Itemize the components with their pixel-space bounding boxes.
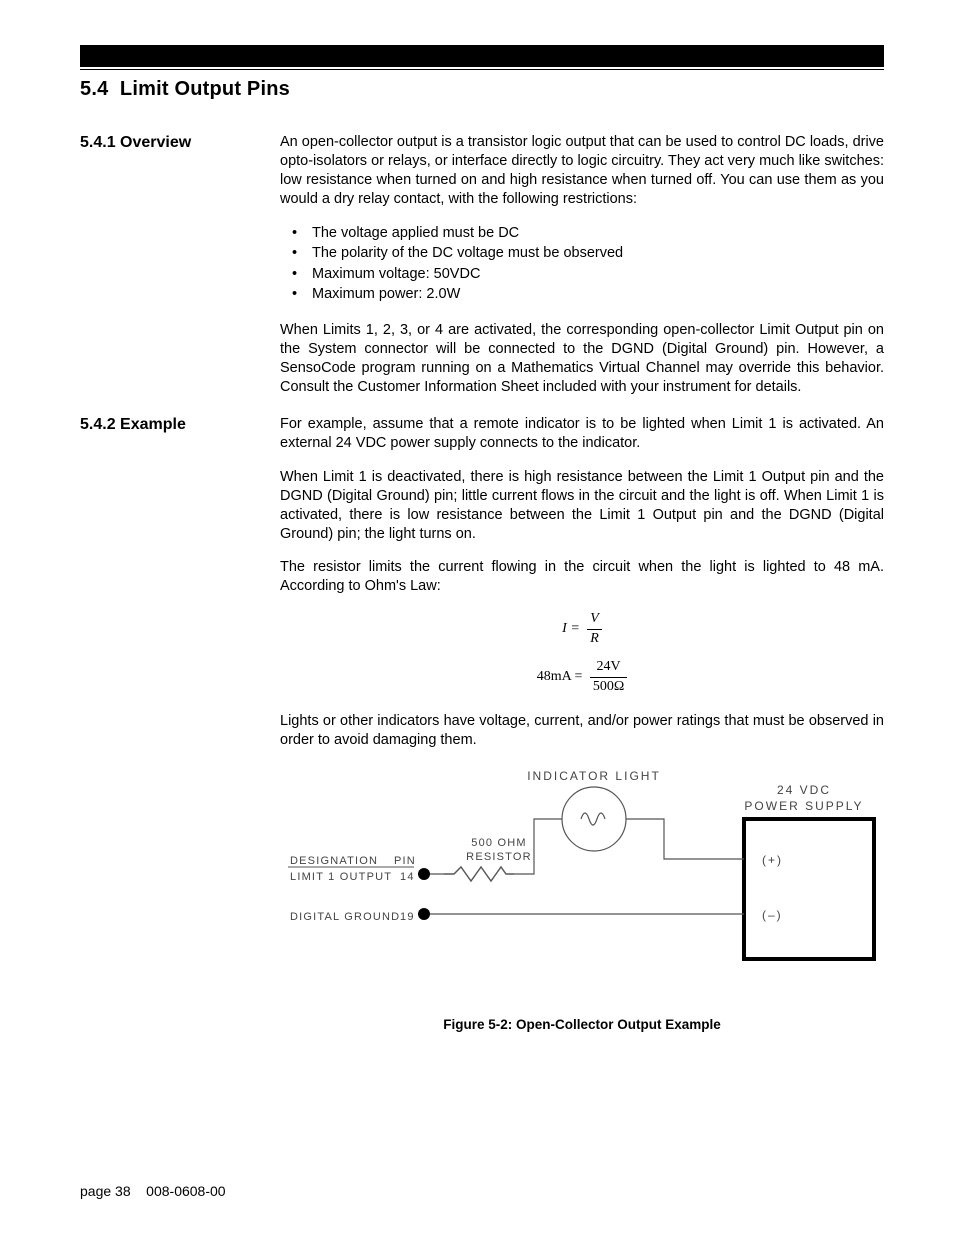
section-number: 5.4 — [80, 78, 108, 100]
open-collector-diagram: INDICATOR LIGHT 24 VDC POWER SUPPLY (+) … — [284, 764, 884, 984]
page-number: page 38 — [80, 1183, 131, 1199]
eq2-frac: 24V 500Ω — [590, 658, 627, 696]
doc-number: 008-0608-00 — [146, 1183, 225, 1199]
pin-14-dot — [418, 868, 430, 880]
header-rule — [80, 69, 884, 70]
resistor-label-2: RESISTOR — [466, 851, 532, 863]
bulb-filament — [581, 813, 605, 825]
eq1-frac: V R — [587, 610, 602, 648]
subsection-example: 5.4.2 Example For example, assume that a… — [80, 415, 884, 1034]
eq1-num: V — [587, 610, 602, 629]
footer: page 38 008-0608-00 — [80, 1183, 226, 1199]
pin-19-dot — [418, 908, 430, 920]
section-title-text: Limit Output Pins — [120, 78, 290, 100]
page: 5.4 Limit Output Pins 5.4.1 Overview An … — [0, 0, 954, 1235]
col-pin: PIN — [394, 855, 416, 867]
resistor-symbol — [444, 867, 514, 881]
eq2-lhs: 48mA = — [537, 669, 587, 684]
eq1-lhs: I = — [562, 621, 584, 636]
eq1-den: R — [587, 630, 602, 648]
wire-plus — [626, 819, 744, 859]
col-designation: DESIGNATION — [290, 855, 378, 867]
subsection-body-example: For example, assume that a remote indica… — [280, 415, 884, 1034]
example-p4: Lights or other indicators have voltage,… — [280, 712, 884, 750]
figure-caption: Figure 5-2: Open-Collector Output Exampl… — [280, 1016, 884, 1034]
indicator-light-label: INDICATOR LIGHT — [527, 769, 661, 783]
power-supply-box — [744, 819, 874, 959]
diagram-container: INDICATOR LIGHT 24 VDC POWER SUPPLY (+) … — [280, 764, 884, 984]
overview-p2: When Limits 1, 2, 3, or 4 are activated,… — [280, 321, 884, 398]
example-p1: For example, assume that a remote indica… — [280, 415, 884, 453]
equation-2: 48mA = 24V 500Ω — [280, 658, 884, 696]
plus-terminal: (+) — [762, 853, 783, 867]
overview-bullet: Maximum voltage: 50VDC — [312, 265, 884, 285]
example-p2: When Limit 1 is deactivated, there is hi… — [280, 468, 884, 545]
supply-label-2: POWER SUPPLY — [744, 799, 863, 813]
overview-bullet: The polarity of the DC voltage must be o… — [312, 244, 884, 264]
example-p3: The resistor limits the current flowing … — [280, 558, 884, 596]
resistor-label-1: 500 OHM — [471, 837, 526, 849]
overview-bullet: The voltage applied must be DC — [312, 224, 884, 244]
eq2-den: 500Ω — [590, 678, 627, 696]
row1-pin: 14 — [400, 871, 415, 883]
row1-des: LIMIT 1 OUTPUT — [290, 871, 392, 883]
row2-des: DIGITAL GROUND — [290, 911, 400, 923]
row2-pin: 19 — [400, 911, 415, 923]
overview-p1: An open-collector output is a transistor… — [280, 133, 884, 210]
minus-terminal: (–) — [762, 908, 783, 922]
section-title: 5.4 Limit Output Pins — [80, 78, 884, 101]
subsection-heading-example: 5.4.2 Example — [80, 415, 280, 1034]
equation-1: I = V R — [280, 610, 884, 648]
overview-bullets: The voltage applied must be DC The polar… — [280, 224, 884, 305]
eq2-num: 24V — [590, 658, 627, 677]
supply-label-1: 24 VDC — [777, 783, 831, 797]
subsection-heading-overview: 5.4.1 Overview — [80, 133, 280, 397]
subsection-body-overview: An open-collector output is a transistor… — [280, 133, 884, 397]
subsection-overview: 5.4.1 Overview An open-collector output … — [80, 133, 884, 397]
indicator-bulb — [562, 787, 626, 851]
overview-bullet: Maximum power: 2.0W — [312, 285, 884, 305]
header-bar — [80, 45, 884, 67]
